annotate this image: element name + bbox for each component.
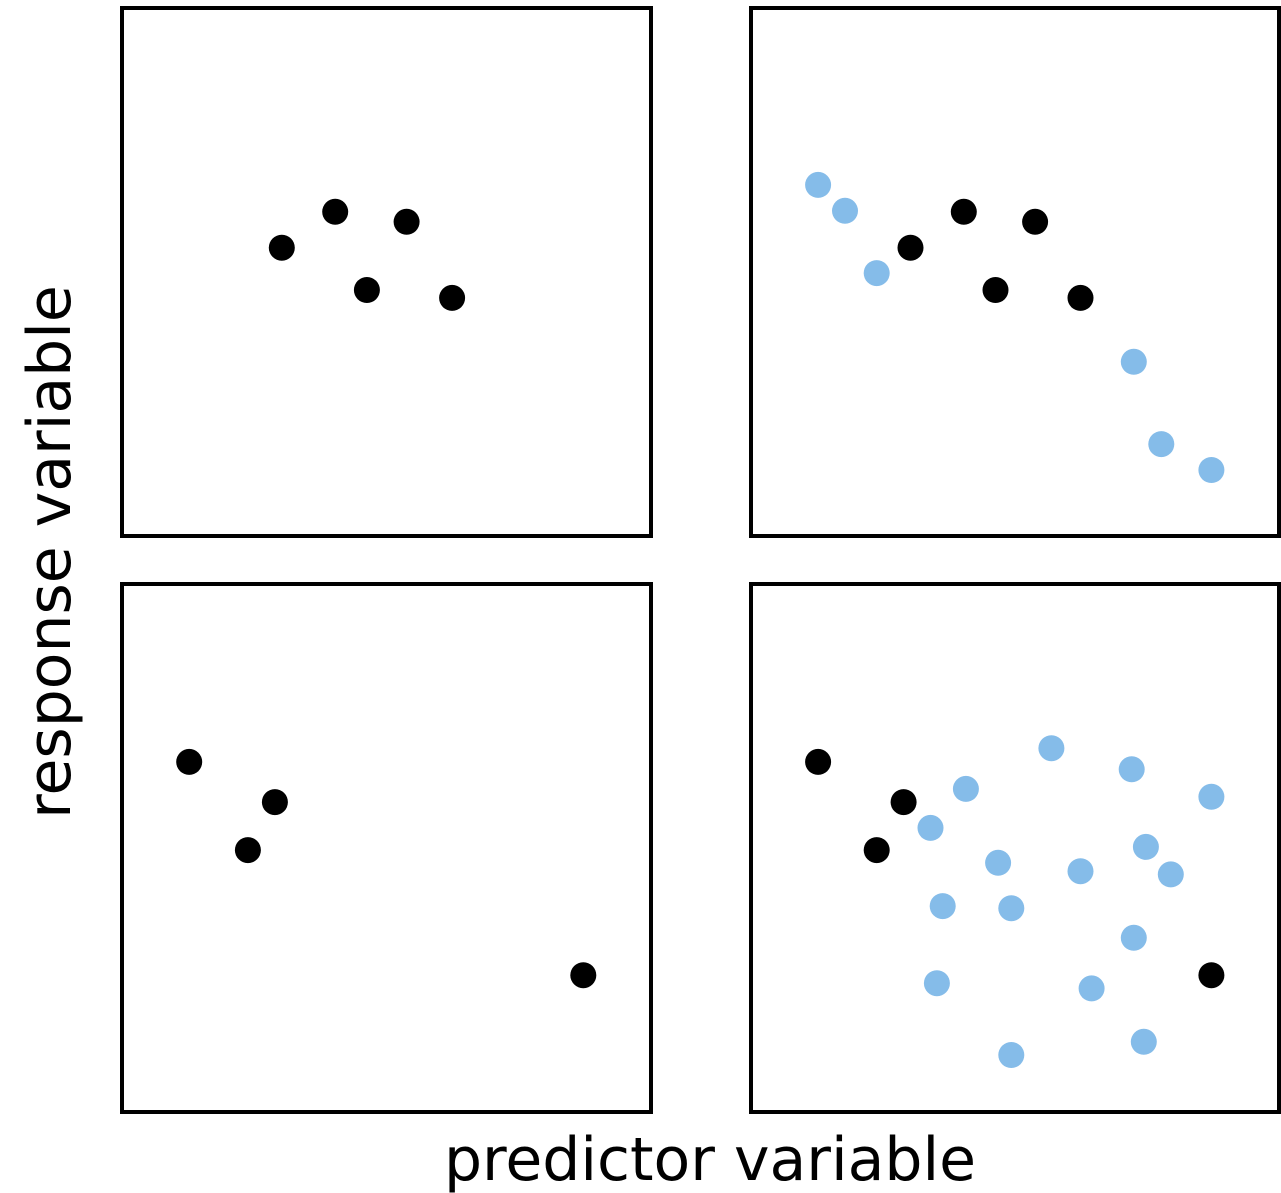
point-unobserved-0 [805, 171, 832, 198]
point-unobserved-10 [998, 895, 1025, 922]
point-observed-0 [805, 748, 832, 775]
point-observed-0 [268, 234, 295, 261]
point-unobserved-4 [1148, 431, 1175, 458]
x-axis-label: predictor variable [444, 1125, 976, 1193]
point-unobserved-2 [863, 260, 890, 287]
point-observed-3 [393, 208, 420, 235]
point-observed-1 [950, 198, 977, 225]
point-observed-2 [353, 277, 380, 303]
point-unobserved-5 [1198, 457, 1225, 483]
point-unobserved-2 [952, 775, 979, 802]
point-observed-4 [439, 284, 466, 311]
point-unobserved-11 [1120, 924, 1147, 951]
point-unobserved-15 [998, 1042, 1025, 1068]
point-unobserved-12 [923, 970, 950, 997]
point-unobserved-3 [1120, 348, 1147, 375]
panel-top-left [120, 6, 653, 538]
point-observed-3 [1022, 208, 1049, 235]
y-axis-label: response variable [15, 285, 85, 819]
point-unobserved-0 [1038, 735, 1065, 762]
point-observed-3 [570, 962, 597, 989]
panel-frame [749, 6, 1281, 538]
panel-top-right [749, 6, 1281, 538]
point-observed-0 [176, 748, 203, 775]
point-unobserved-9 [929, 893, 956, 920]
point-observed-0 [897, 234, 924, 261]
point-observed-4 [1067, 284, 1094, 311]
panel-bottom-left [120, 582, 653, 1114]
point-unobserved-3 [1198, 783, 1225, 810]
panels [120, 6, 1281, 1114]
point-unobserved-13 [1078, 975, 1105, 1002]
point-unobserved-4 [917, 814, 944, 841]
point-unobserved-7 [1067, 858, 1094, 885]
panel-frame [120, 582, 653, 1114]
point-observed-2 [234, 837, 261, 864]
panel-frame [749, 582, 1281, 1114]
point-unobserved-8 [1157, 861, 1184, 888]
point-observed-1 [890, 789, 917, 816]
point-unobserved-1 [1118, 756, 1145, 783]
point-unobserved-1 [832, 197, 858, 224]
point-unobserved-5 [1132, 833, 1159, 860]
point-observed-2 [982, 277, 1009, 303]
point-observed-3 [1198, 962, 1225, 989]
point-observed-1 [322, 198, 349, 225]
panel-bottom-right [749, 582, 1281, 1114]
panel-frame [120, 6, 653, 538]
point-unobserved-6 [985, 849, 1012, 876]
point-observed-2 [863, 837, 890, 864]
point-observed-1 [261, 789, 288, 816]
point-unobserved-14 [1130, 1028, 1157, 1055]
